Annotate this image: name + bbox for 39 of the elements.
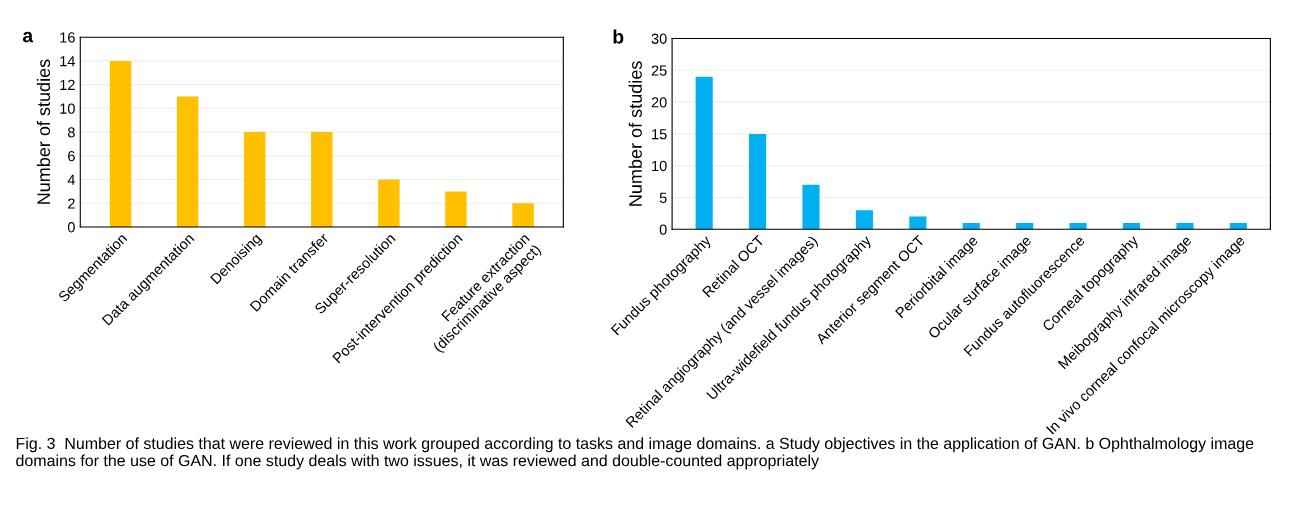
y-tick-label: 0 <box>67 222 75 233</box>
bar <box>1176 222 1194 230</box>
caption: Fig. 3 Number of studies that were reviewed in this work grouped according to tasks and image domains. a Study objectives in the application of GAN. b Ophthalmology image domains for the use of GAN. If one study deals with two issues, it was reviewed and double-counted appropriately <box>16 437 1254 470</box>
bar <box>512 203 534 227</box>
bar <box>1229 222 1247 230</box>
y-tick-label: 30 <box>651 33 667 44</box>
bar <box>695 76 713 230</box>
y-tick-label: 20 <box>651 97 667 108</box>
y-tick-label: 16 <box>60 32 75 43</box>
y-tick-label: 10 <box>60 103 75 114</box>
y-tick-label: 4 <box>67 174 75 185</box>
bar <box>311 132 333 227</box>
y-tick-label: 12 <box>60 79 75 90</box>
y-axis-title: Number of studies <box>628 61 642 206</box>
bar <box>962 222 980 230</box>
bar <box>855 210 873 230</box>
chart-title: b <box>613 29 624 44</box>
bar <box>749 133 767 230</box>
y-tick-label: 6 <box>68 150 75 162</box>
bar <box>445 191 467 227</box>
y-tick-label: 5 <box>659 192 667 203</box>
chart-title: a <box>22 31 34 43</box>
y-tick-label: 15 <box>652 129 667 140</box>
bar <box>802 184 820 230</box>
bar <box>176 96 199 227</box>
y-tick-label: 25 <box>651 65 667 76</box>
y-tick-label: 0 <box>659 224 667 235</box>
bar <box>109 60 132 227</box>
bar <box>1122 222 1141 230</box>
bar <box>378 179 400 227</box>
y-tick-label: 14 <box>60 56 75 67</box>
y-tick-label: 8 <box>67 127 75 138</box>
bar <box>243 132 266 227</box>
bar <box>1069 222 1087 230</box>
y-axis-title: Number of studies <box>36 59 51 204</box>
bar <box>909 216 927 230</box>
y-tick-label: 2 <box>68 198 75 209</box>
bar <box>1016 222 1034 230</box>
y-tick-label: 10 <box>652 160 667 172</box>
